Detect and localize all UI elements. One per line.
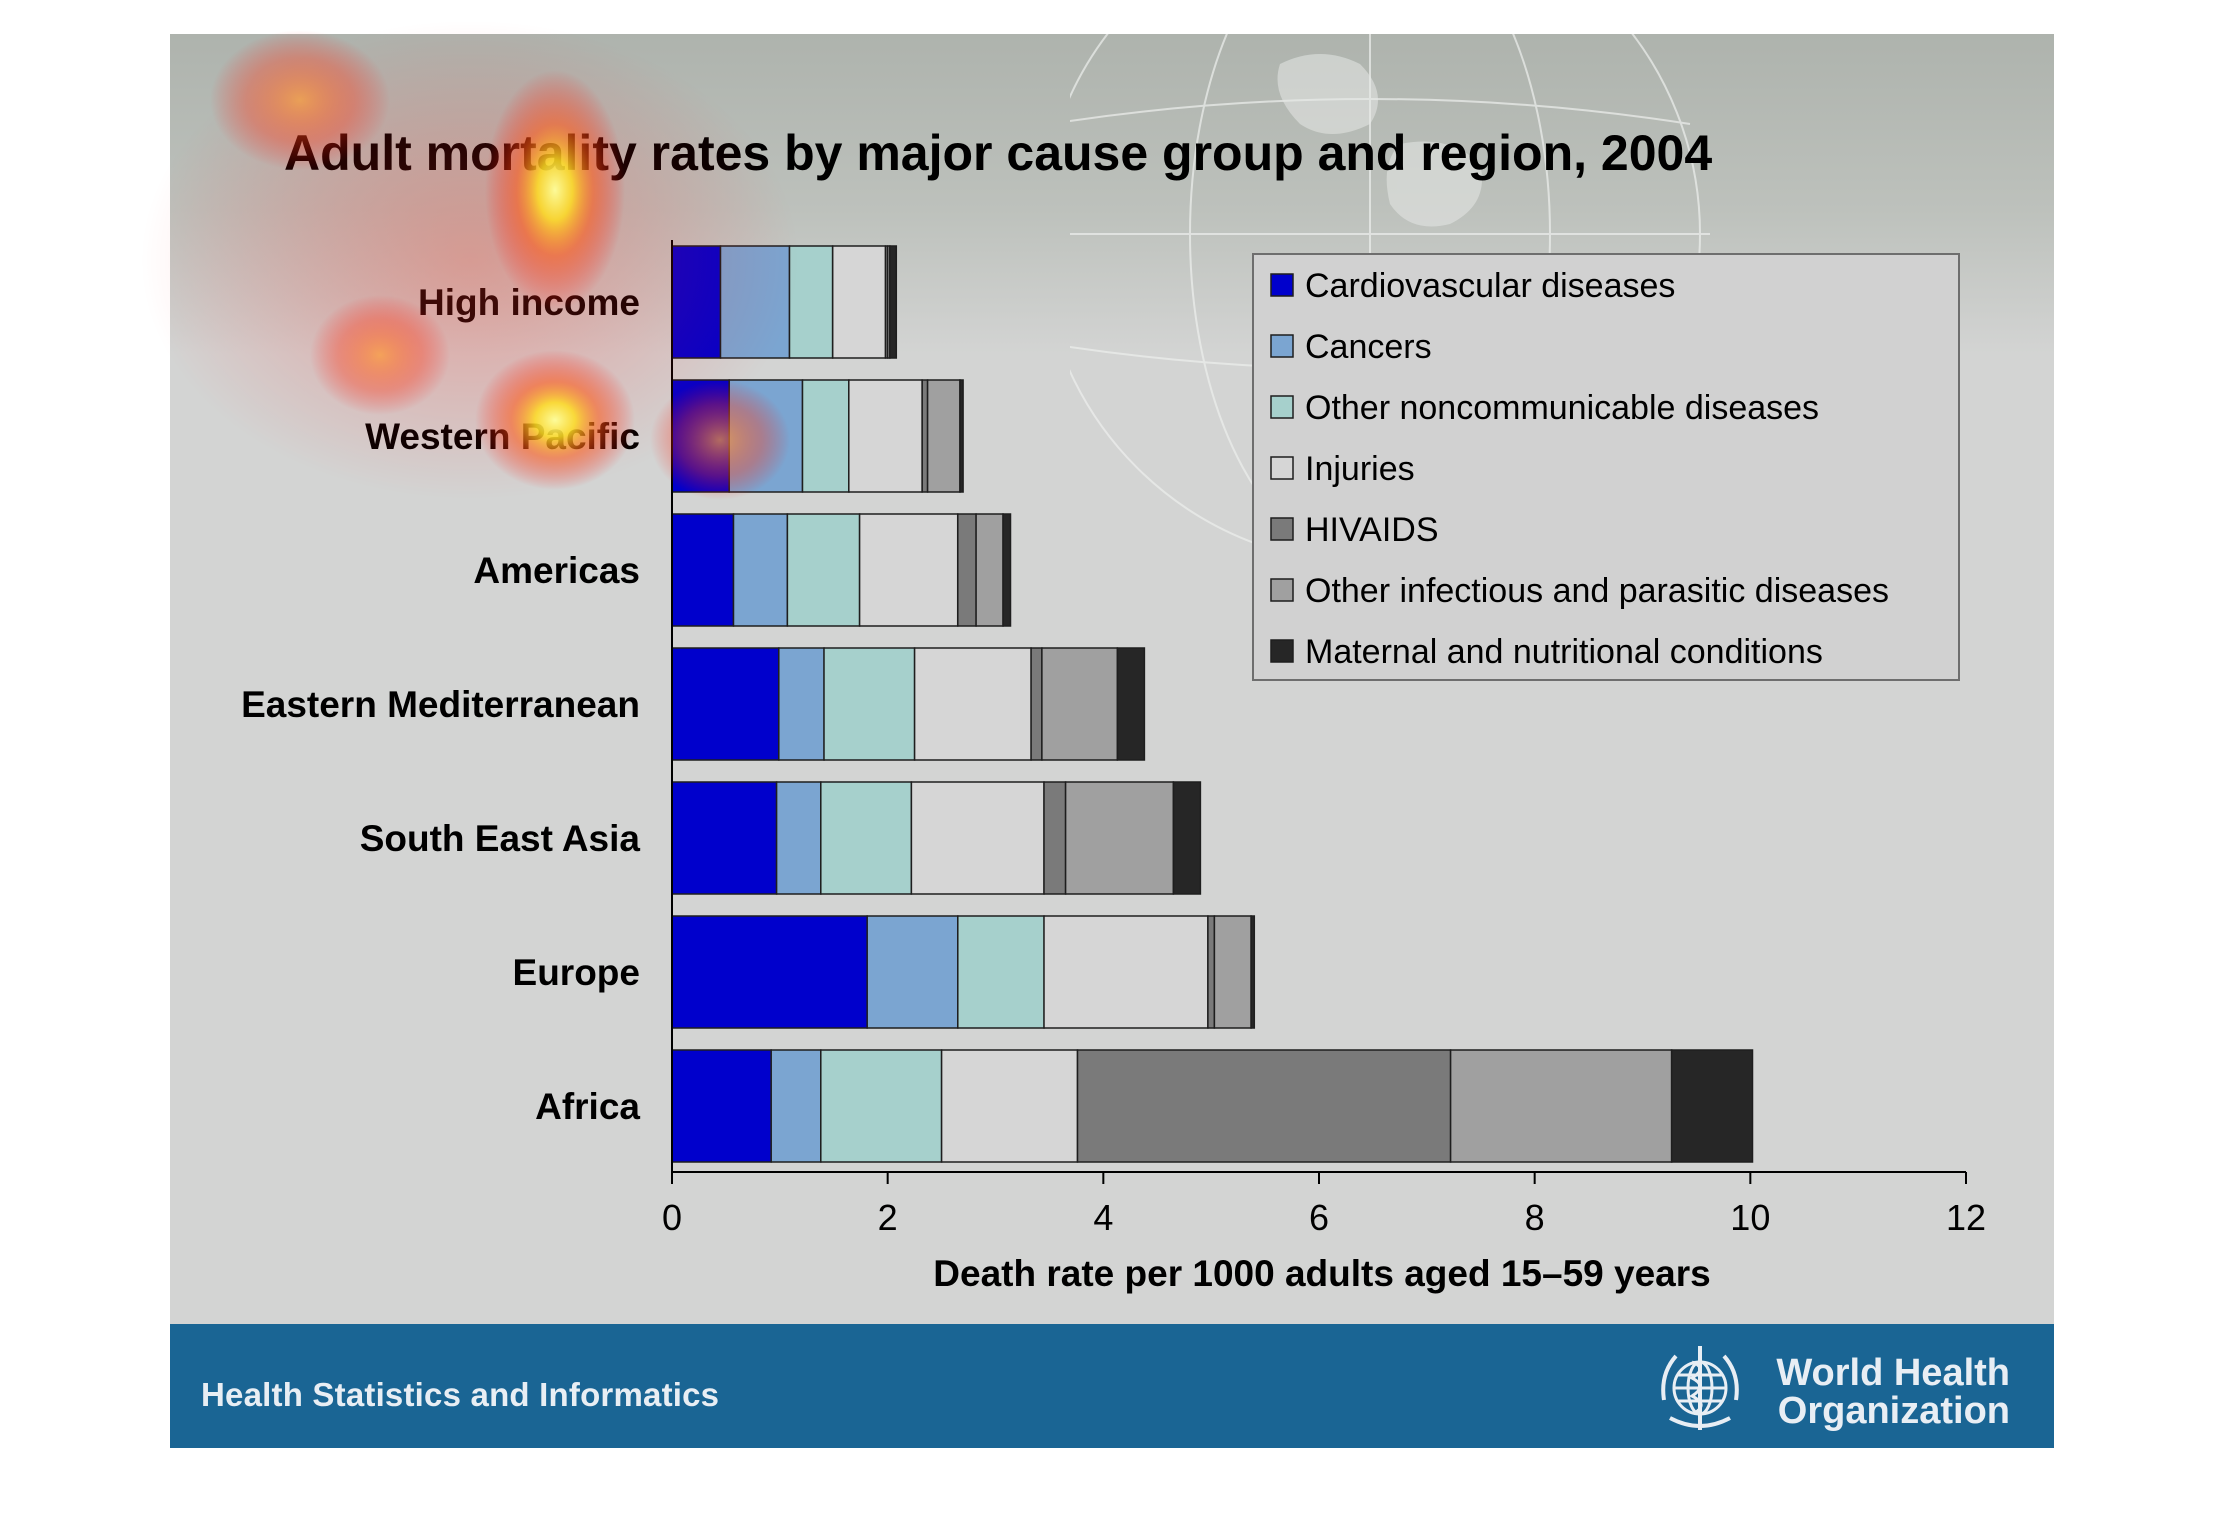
bar-segment xyxy=(671,379,730,493)
bar-segment xyxy=(671,1049,772,1163)
bar-segment xyxy=(820,781,913,895)
bar-segment xyxy=(848,379,923,493)
bar-segment xyxy=(1064,781,1175,895)
x-tick-label: 2 xyxy=(878,1197,898,1238)
bar-segment xyxy=(671,245,722,359)
bar-segment xyxy=(820,1049,943,1163)
legend-swatch xyxy=(1270,456,1294,480)
chart-title: Adult mortality rates by major cause gro… xyxy=(284,125,1712,181)
x-tick-label: 12 xyxy=(1946,1197,1986,1238)
bar-segment xyxy=(921,379,929,493)
bar-segment xyxy=(940,1049,1079,1163)
bar-segment xyxy=(719,245,791,359)
bar-segment xyxy=(959,379,964,493)
footer-bar: Health Statistics and Informatics World … xyxy=(170,1324,2054,1448)
category-labels: High income Western Pacific Americas Easter… xyxy=(241,282,640,1127)
category-label: Americas xyxy=(473,550,640,591)
bar-segment xyxy=(778,647,825,761)
bar-segment xyxy=(831,245,887,359)
bar-segment xyxy=(728,379,804,493)
bar-segment xyxy=(1213,915,1252,1029)
bar-segment xyxy=(1250,915,1256,1029)
legend-label: Injuries xyxy=(1305,450,1415,488)
bar-segment xyxy=(801,379,850,493)
organization-name-line-1: World Health xyxy=(1776,1352,2010,1394)
legend-swatch xyxy=(1270,334,1294,358)
legend-label: Maternal and nutritional conditions xyxy=(1305,633,1823,671)
x-tick-label: 6 xyxy=(1309,1197,1329,1238)
bar-segment xyxy=(1041,647,1119,761)
legend-label: Cancers xyxy=(1305,328,1432,366)
bar-segment xyxy=(786,513,861,627)
x-tick-label: 8 xyxy=(1525,1197,1545,1238)
bar-segment xyxy=(1116,647,1146,761)
x-tick-label: 4 xyxy=(1093,1197,1113,1238)
legend-box xyxy=(1252,253,1960,681)
bar-segment xyxy=(1207,915,1216,1029)
category-label: High income xyxy=(418,282,640,323)
x-axis-label: Death rate per 1000 adults aged 15–59 ye… xyxy=(933,1253,1710,1294)
bar-segment xyxy=(866,915,959,1029)
bar-segment xyxy=(671,647,780,761)
legend: Cardiovascular diseases Cancers Other nonc… xyxy=(1252,253,1960,681)
bar-segment xyxy=(957,513,977,627)
category-label: Eastern Mediterranean xyxy=(241,684,640,725)
bar-segment xyxy=(671,513,735,627)
bar-segment xyxy=(1172,781,1202,895)
bar-segment xyxy=(1002,513,1012,627)
category-label: South East Asia xyxy=(360,818,641,859)
bar-segment xyxy=(1043,781,1067,895)
bar-segment xyxy=(788,245,834,359)
bar-segment xyxy=(913,647,1032,761)
legend-label: Other noncommunicable diseases xyxy=(1305,389,1819,427)
category-label: Africa xyxy=(535,1086,640,1127)
bar-segment xyxy=(770,1049,822,1163)
bar-segment xyxy=(1670,1049,1754,1163)
bar-segment xyxy=(732,513,789,627)
bar-segment xyxy=(889,245,898,359)
x-tick-label: 0 xyxy=(662,1197,682,1238)
legend-label: Cardiovascular diseases xyxy=(1305,267,1675,305)
bar-segment xyxy=(775,781,822,895)
legend-swatch xyxy=(1270,273,1294,297)
bar-segment xyxy=(671,781,778,895)
bar-segment xyxy=(1043,915,1209,1029)
bar-segment xyxy=(1030,647,1043,761)
x-tick-label: 10 xyxy=(1730,1197,1770,1238)
bar-segment xyxy=(957,915,1045,1029)
bar-segment xyxy=(926,379,961,493)
bar-segment xyxy=(671,915,868,1029)
legend-label: HIVAIDS xyxy=(1305,511,1439,549)
who-emblem-icon xyxy=(1661,1346,1739,1430)
bar-segment xyxy=(1449,1049,1673,1163)
legend-swatch xyxy=(1270,517,1294,541)
bar-segment xyxy=(910,781,1045,895)
category-label: Europe xyxy=(513,952,640,993)
category-label: Western Pacific xyxy=(365,416,640,457)
bar-segment xyxy=(858,513,959,627)
organization-name-line-2: Organization xyxy=(1777,1390,2010,1432)
bar-segment xyxy=(1076,1049,1452,1163)
legend-swatch xyxy=(1270,395,1294,419)
bars-layer xyxy=(671,245,1754,1163)
legend-label: Other infectious and parasitic diseases xyxy=(1305,572,1889,610)
legend-swatch xyxy=(1270,639,1294,663)
legend-swatch xyxy=(1270,578,1294,602)
bar-segment xyxy=(975,513,1004,627)
footer-label: Health Statistics and Informatics xyxy=(201,1376,720,1413)
bar-segment xyxy=(823,647,916,761)
who-logo: World Health Organization xyxy=(1650,1338,2010,1438)
